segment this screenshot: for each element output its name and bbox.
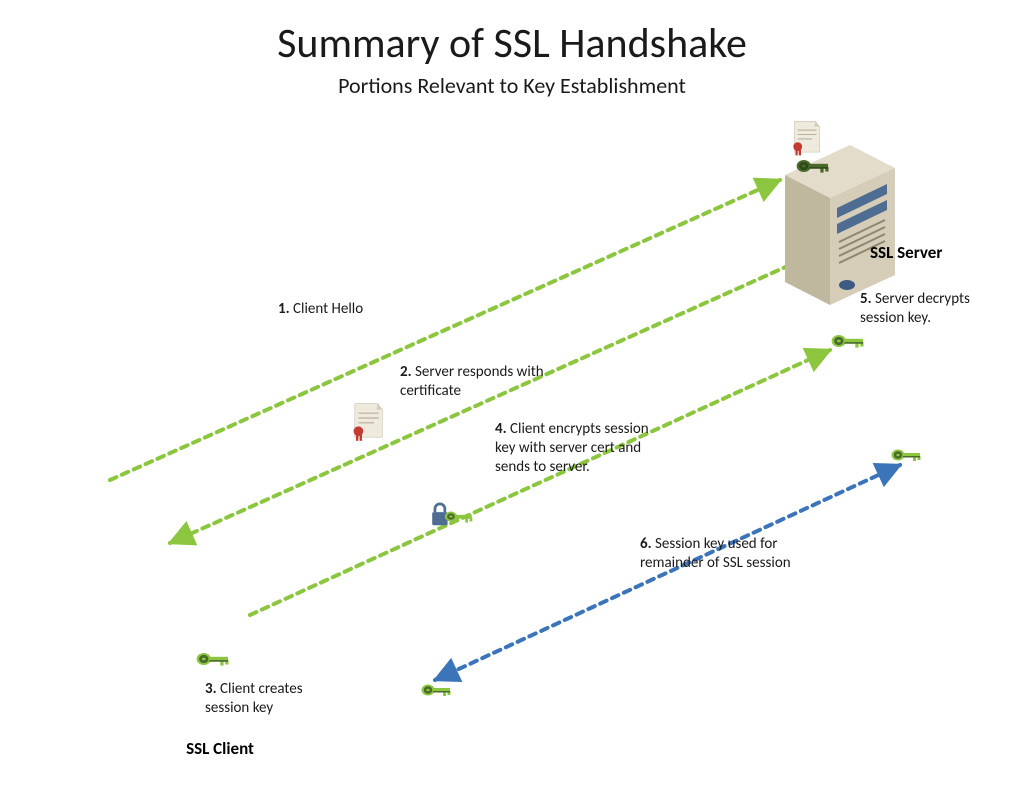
step-text: Client encrypts session key with server … [495, 420, 649, 476]
step-text: Client creates session key [205, 680, 303, 717]
diagram-stage: Summary of SSL Handshake Portions Releva… [0, 0, 1024, 788]
certificate-icon [350, 400, 386, 447]
step-text: Server decrypts session key. [860, 290, 970, 327]
step-6: 6. Session key used for remainder of SSL… [640, 535, 810, 573]
step-number: 4. [495, 420, 507, 438]
session-key-left-icon [420, 680, 455, 705]
encrypted-key-icon [430, 500, 474, 535]
client-label: SSL Client [180, 738, 260, 759]
server-label: SSL Server [870, 242, 942, 263]
step-number: 6. [640, 535, 652, 553]
key-server-icon [795, 155, 834, 182]
step-number: 1. [278, 300, 290, 318]
step-text: Session key used for remainder of SSL se… [640, 535, 791, 572]
step-4: 4. Client encrypts session key with serv… [495, 420, 655, 476]
decrypted-key-icon [830, 330, 869, 357]
step-1: 1. Client Hello [278, 300, 438, 319]
step-3: 3. Client creates session key [205, 680, 325, 718]
session-key-right-icon [890, 445, 925, 470]
step-number: 2. [400, 363, 412, 381]
arrow-a2 [170, 265, 790, 543]
arrow-a1 [110, 180, 780, 480]
step-text: Server responds with certificate [400, 363, 544, 400]
step-5: 5. Server decrypts session key. [860, 290, 1010, 328]
step-2: 2. Server responds with certificate [400, 363, 560, 401]
step-number: 3. [205, 680, 217, 698]
step-number: 5. [860, 290, 872, 308]
step-text: Client Hello [290, 300, 364, 318]
session-key-icon [195, 648, 234, 675]
